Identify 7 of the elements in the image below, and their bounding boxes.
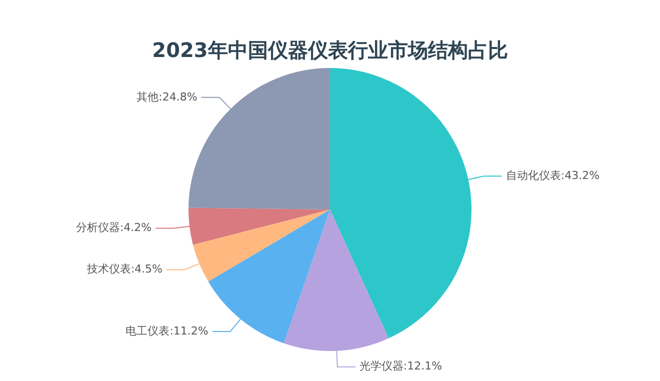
slice-label: 其他:24.8% [136,90,198,104]
slice-label: 光学仪器:12.1% [359,360,442,373]
slice-label: 自动化仪表:43.2% [506,168,600,182]
slice-label: 分析仪器:4.2% [76,221,152,234]
chart-title: 2023年中国仪器仪表行业市场结构占比 [152,38,508,62]
slice-label: 电工仪表:11.2% [126,324,208,338]
slice-label: 技术仪表:4.5% [86,262,162,276]
